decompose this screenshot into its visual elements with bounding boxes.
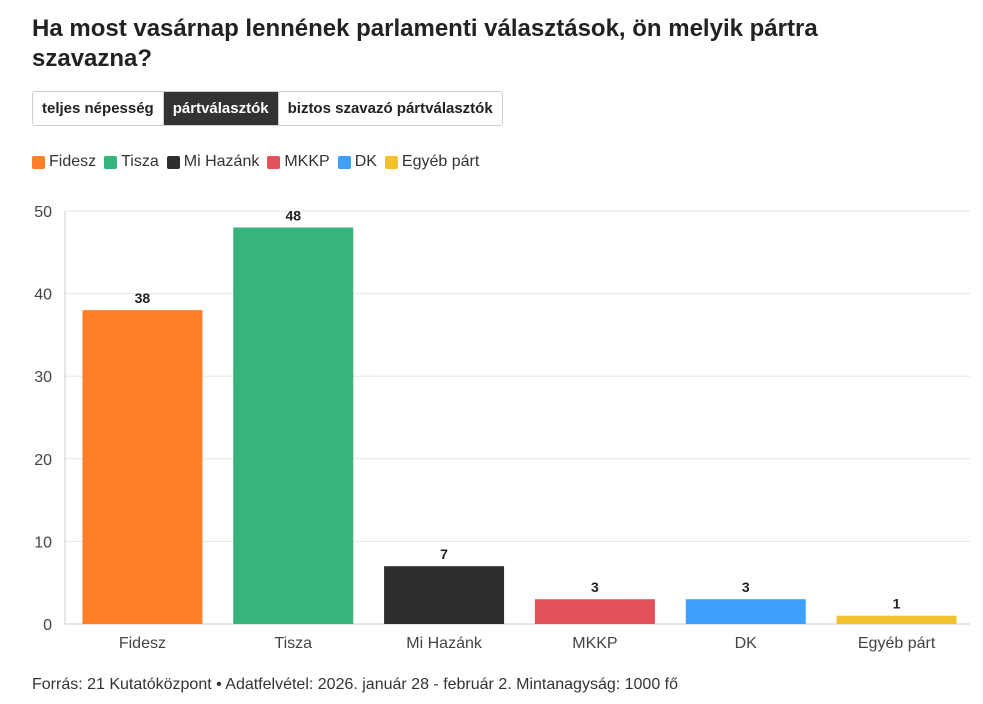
bar-tisza (233, 227, 354, 624)
legend-swatch-mkkp (267, 155, 281, 169)
x-tick-label: Fidesz (119, 635, 166, 652)
bar-mi-hazánk (384, 566, 505, 624)
legend-item-dk[interactable]: DK (337, 153, 377, 171)
legend-swatch-tisza (104, 155, 118, 169)
data-label: 48 (285, 208, 301, 224)
segment-tabs: teljes népesség pártválasztók biztos sza… (32, 91, 503, 126)
bar-fidesz (82, 310, 203, 624)
legend-label-dk: DK (354, 153, 377, 170)
data-label: 3 (591, 579, 599, 595)
y-tick-label: 40 (34, 287, 52, 304)
tab-biztos-szavazo-partvalasztok[interactable]: biztos szavazó pártválasztók (277, 92, 502, 125)
bar-chart: 0 10 20 30 40 50 38 Fidesz 48 Tisza 7 Mi Hazánk 3 MKK… (34, 204, 970, 652)
x-tick-label: MKKP (572, 635, 617, 652)
data-label: 1 (893, 596, 901, 612)
legend-swatch-fidesz (32, 155, 45, 169)
x-tick-label: DK (735, 635, 758, 652)
tab-partvalasztok[interactable]: pártválasztók (162, 92, 278, 125)
data-label: 7 (440, 546, 448, 562)
bar-dk (685, 599, 806, 624)
chart-title: Ha most vasárnap lennének parlamenti vál… (32, 15, 818, 72)
legend-label-mkkp: MKKP (284, 153, 330, 170)
data-label: 38 (135, 290, 151, 306)
source-footer: Forrás: 21 Kutatóközpont • Adatfelvétel:… (32, 676, 679, 693)
legend-label-fidesz: Fidesz (49, 153, 97, 170)
y-tick-label: 0 (43, 617, 52, 634)
y-tick-label: 50 (34, 204, 52, 221)
legend-label-tisza: Tisza (121, 153, 159, 170)
legend-item-mkkp[interactable]: MKKP (267, 153, 330, 171)
legend-label-mi-hazank: Mi Hazánk (183, 153, 260, 170)
legend-swatch-mi-hazank (166, 155, 180, 169)
legend-item-fidesz[interactable]: Fidesz (32, 153, 96, 171)
bar-egyéb-párt (836, 615, 957, 624)
legend-swatch-dk (337, 155, 351, 169)
legend-item-tisza[interactable]: Tisza (104, 153, 159, 171)
bar-mkkp (534, 599, 655, 624)
y-tick-label: 20 (34, 452, 52, 469)
legend-label-egyeb-part: Egyéb párt (401, 153, 480, 170)
y-tick-label: 10 (34, 534, 52, 551)
data-label: 3 (742, 579, 750, 595)
tab-teljes-nepesseg[interactable]: teljes népesség (33, 92, 163, 125)
legend-item-mi-hazank[interactable]: Mi Hazánk (166, 153, 260, 171)
chart-legend: Fidesz Tisza Mi Hazánk MKKP DK Egyéb pár… (32, 153, 487, 171)
legend-swatch-egyeb-part (384, 155, 398, 169)
x-tick-label: Mi Hazánk (406, 635, 483, 652)
x-tick-label: Egyéb párt (858, 635, 936, 652)
legend-item-egyeb-part[interactable]: Egyéb párt (384, 153, 480, 171)
y-tick-label: 30 (34, 369, 52, 386)
x-tick-label: Tisza (274, 635, 312, 652)
